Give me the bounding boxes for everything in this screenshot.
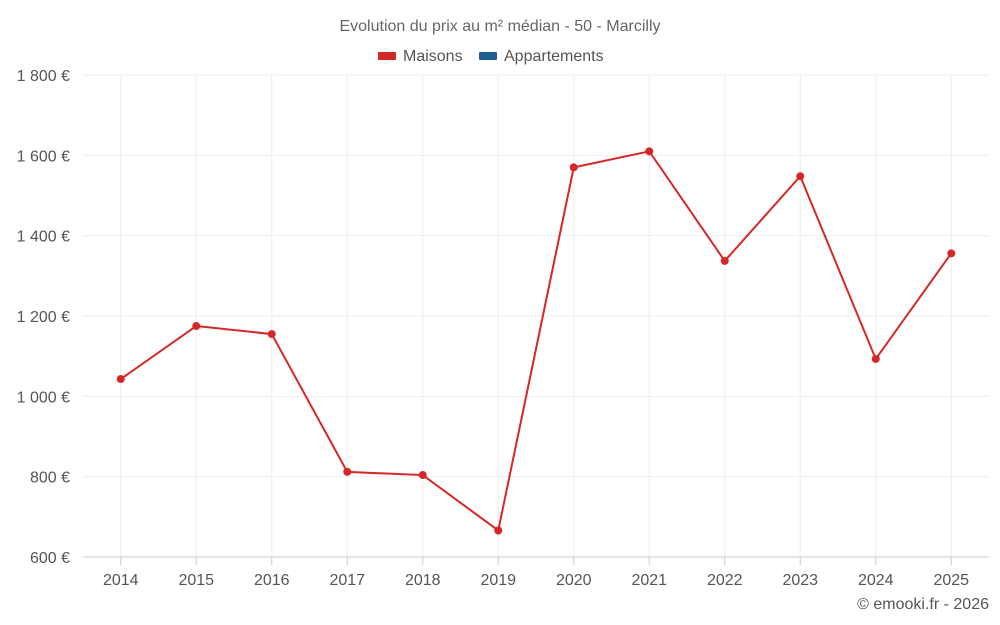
legend-swatch-appartements [479,52,497,60]
data-point [116,375,125,384]
y-tick-label: 1 800 € [17,68,70,85]
data-point [192,322,201,331]
axes: 600 € 800 € 1 000 € 1 200 € 1 400 € 1 600 € 1 … [17,68,989,589]
data-point [947,249,956,258]
data-point [796,172,805,181]
legend-label-appartements: Appartements [504,48,604,65]
data-point [343,467,352,476]
x-tick-label: 2021 [631,572,667,589]
credit-text: © emooki.fr - 2026 [857,596,989,613]
legend-label-maisons: Maisons [403,48,463,65]
data-point [871,354,880,363]
legend-swatch-maisons [378,52,396,60]
x-tick-label: 2025 [933,572,969,589]
y-tick-label: 800 € [30,470,70,487]
data-point [418,471,427,480]
grid [83,74,989,557]
series [116,147,956,535]
x-tick-label: 2024 [858,572,894,589]
x-tick-label: 2015 [178,572,214,589]
data-point [720,256,729,265]
chart-title: Evolution du prix au m² médian - 50 - Ma… [339,18,660,35]
y-tick-label: 1 200 € [17,309,70,326]
data-point [645,147,654,156]
x-tick-label: 2018 [405,572,441,589]
data-point [569,163,578,172]
y-tick-label: 1 000 € [17,389,70,406]
y-tick-label: 1 400 € [17,229,70,246]
x-tick-label: 2022 [707,572,743,589]
y-tick-label: 1 600 € [17,148,70,165]
data-point [494,526,503,535]
series-line-maisons [120,150,953,533]
y-tick-label: 600 € [30,550,70,567]
x-tick-label: 2014 [103,572,139,589]
x-tick-label: 2020 [556,572,592,589]
x-tick-label: 2023 [782,572,818,589]
x-tick-label: 2017 [329,572,365,589]
x-tick-label: 2019 [480,572,516,589]
x-tick-label: 2016 [254,572,290,589]
data-point [267,330,276,339]
legend: Maisons Appartements [378,48,604,65]
